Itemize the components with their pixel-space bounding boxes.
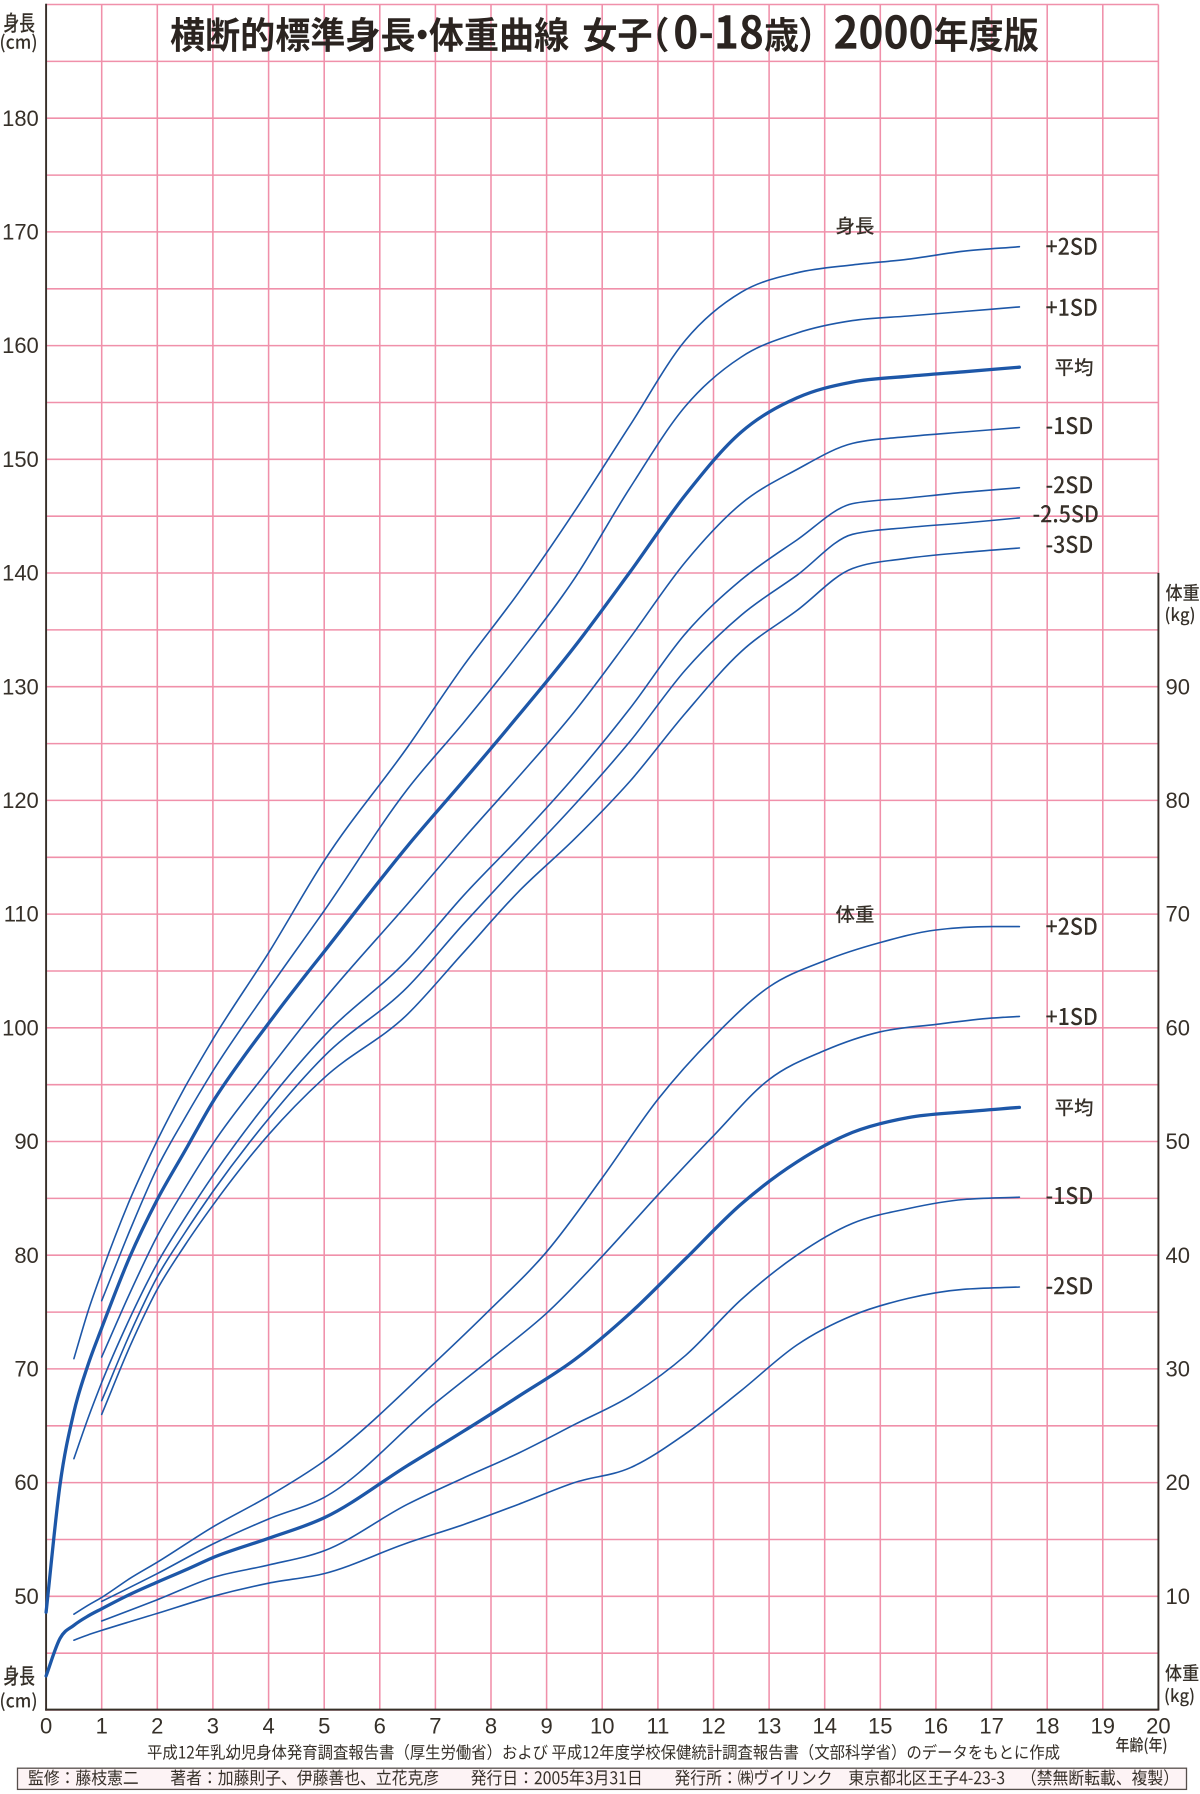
svg-text:130: 130	[2, 674, 39, 699]
svg-text:20: 20	[1166, 1470, 1190, 1495]
svg-text:0: 0	[40, 1713, 52, 1738]
svg-text:180: 180	[2, 106, 39, 131]
svg-text:11: 11	[646, 1713, 669, 1738]
svg-text:19: 19	[1091, 1713, 1115, 1738]
svg-text:60: 60	[1166, 1015, 1190, 1040]
svg-text:15: 15	[868, 1713, 892, 1738]
svg-text:40: 40	[1166, 1243, 1190, 1268]
svg-text:90: 90	[14, 1129, 38, 1154]
svg-text:13: 13	[757, 1713, 781, 1738]
svg-text:18: 18	[1035, 1713, 1059, 1738]
svg-text:110: 110	[4, 902, 39, 927]
svg-text:140: 140	[2, 561, 39, 586]
svg-text:4: 4	[262, 1713, 274, 1738]
svg-text:150: 150	[2, 447, 39, 472]
svg-text:50: 50	[1166, 1129, 1190, 1154]
svg-text:70: 70	[14, 1357, 38, 1382]
svg-text:60: 60	[14, 1470, 38, 1495]
svg-text:7: 7	[429, 1713, 441, 1738]
svg-text:12: 12	[701, 1713, 725, 1738]
svg-text:8: 8	[485, 1713, 497, 1738]
svg-text:14: 14	[812, 1713, 836, 1738]
svg-text:80: 80	[14, 1243, 38, 1268]
svg-text:70: 70	[1166, 902, 1190, 927]
svg-text:80: 80	[1166, 788, 1190, 813]
svg-text:50: 50	[14, 1584, 38, 1609]
svg-text:16: 16	[924, 1713, 948, 1738]
svg-text:1: 1	[96, 1713, 108, 1738]
svg-text:9: 9	[540, 1713, 552, 1738]
svg-text:90: 90	[1166, 674, 1190, 699]
svg-text:120: 120	[2, 788, 39, 813]
svg-text:10: 10	[590, 1713, 614, 1738]
svg-text:5: 5	[318, 1713, 330, 1738]
svg-text:10: 10	[1166, 1584, 1190, 1609]
svg-text:160: 160	[2, 333, 39, 358]
svg-text:3: 3	[207, 1713, 219, 1738]
svg-text:17: 17	[979, 1713, 1003, 1738]
svg-text:100: 100	[2, 1015, 39, 1040]
svg-text:2: 2	[151, 1713, 163, 1738]
svg-text:6: 6	[374, 1713, 386, 1738]
svg-text:20: 20	[1146, 1713, 1170, 1738]
svg-text:170: 170	[2, 220, 39, 245]
svg-text:30: 30	[1166, 1357, 1190, 1382]
